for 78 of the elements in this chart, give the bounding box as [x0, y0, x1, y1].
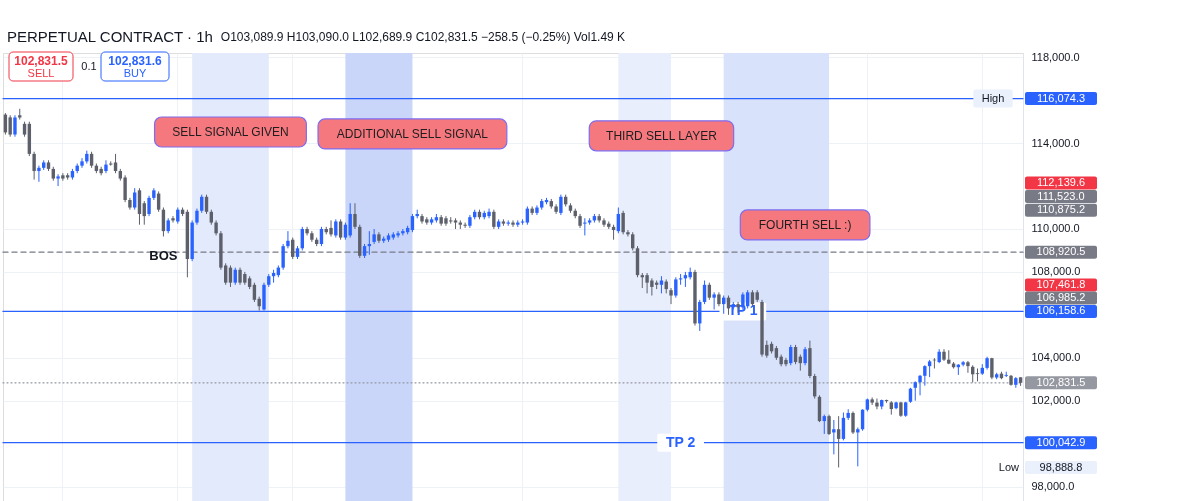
candlestick	[492, 209, 496, 230]
annotation: FOURTH SELL :)	[758, 217, 852, 232]
text: 111,523.0	[1037, 189, 1085, 202]
text: 102,831.5	[1036, 375, 1086, 388]
annotation: ADDITIONAL SELL SIGNAL	[336, 126, 489, 141]
candlestick	[113, 153, 118, 174]
candlestick	[147, 195, 151, 217]
y-tick-label: 104,000.0	[1031, 351, 1081, 364]
y-tick-label: 108,000.0	[1031, 265, 1081, 278]
annotation: 0.1	[81, 60, 97, 72]
candlestick	[463, 222, 467, 229]
candlestick	[348, 202, 352, 239]
candlestick	[559, 194, 563, 216]
annotation: BUY	[123, 67, 147, 79]
ref-line-label: High	[981, 91, 1005, 104]
y-tick-label: 118,000.0	[1031, 50, 1080, 63]
candlestick	[286, 230, 290, 249]
text: 112,139.6	[1036, 176, 1086, 189]
text: 108,920.5	[1036, 245, 1086, 258]
candlestick	[329, 219, 333, 237]
text: 116,074.3	[1036, 91, 1086, 104]
candlestick	[396, 230, 400, 239]
text: 106,985.2	[1036, 291, 1086, 303]
annotation: THIRD SELL LAYER	[606, 128, 718, 143]
candlestick	[535, 204, 539, 216]
candlestick	[803, 346, 807, 366]
chart-subtitle: O103,089.9 H103,090.0 L102,689.9 C102,831.5 −258.5 (−0.25%) Vol1.49 K	[220, 30, 626, 44]
candlestick	[401, 228, 405, 236]
annotation: BOS	[149, 248, 178, 264]
candlestick	[338, 218, 343, 241]
candlestick	[372, 228, 376, 245]
candlestick	[966, 360, 970, 374]
candlestick	[674, 276, 678, 299]
candlestick	[281, 243, 285, 271]
candlestick	[334, 218, 338, 239]
candlestick	[712, 291, 716, 310]
candlestick	[353, 202, 357, 230]
text: 110,875.2	[1036, 203, 1086, 216]
candlestick	[32, 151, 36, 181]
text: 98,888.8	[1039, 460, 1083, 473]
candlestick	[923, 364, 927, 387]
candlestick	[511, 219, 515, 228]
candlestick	[827, 414, 831, 436]
candlestick	[123, 174, 127, 203]
candlestick	[13, 114, 17, 138]
candlestick	[875, 398, 879, 410]
annotation: SELL	[27, 67, 55, 79]
candlestick	[621, 210, 625, 235]
annotation: 102,831.5	[14, 54, 69, 68]
candlestick	[975, 368, 980, 382]
candlestick	[487, 208, 491, 219]
y-tick-label: 114,000.0	[1031, 136, 1080, 149]
candlestick	[583, 217, 587, 236]
candlestick	[836, 415, 841, 468]
candlestick	[137, 187, 142, 226]
annotation: 102,831.6	[108, 54, 163, 68]
text: 107,461.8	[1036, 278, 1086, 290]
annotation: SELL SIGNAL GIVEN	[172, 124, 289, 139]
text: 106,158.6	[1036, 304, 1086, 317]
candlestick	[37, 165, 41, 183]
candlestick	[56, 173, 60, 187]
candlestick	[626, 229, 630, 237]
ref-line-label: TP 2	[665, 433, 696, 450]
candlestick	[851, 410, 855, 435]
candlestick	[80, 157, 84, 169]
candlestick	[61, 172, 65, 182]
candlestick	[171, 215, 175, 224]
y-tick-label: 102,000.0	[1031, 394, 1081, 407]
candlestick	[104, 159, 108, 174]
chart-title: PERPETUAL CONTRACT · 1h	[7, 28, 213, 45]
annotation: Low	[998, 460, 1020, 473]
candlestick	[913, 380, 917, 402]
y-tick-label: 98,000.0	[1031, 480, 1075, 493]
candlestick	[669, 287, 673, 305]
candlestick	[8, 114, 12, 138]
text: 100,042.9	[1036, 435, 1086, 448]
y-tick-label: 110,000.0	[1031, 222, 1080, 235]
candlestick	[918, 374, 922, 396]
